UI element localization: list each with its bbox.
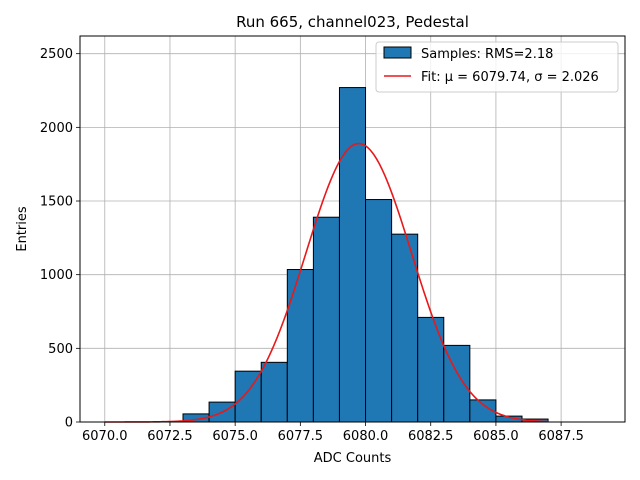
y-axis-label: Entries — [15, 206, 30, 252]
histogram-bar — [260, 361, 288, 423]
histogram-bar — [391, 233, 419, 423]
y-tick-label: 0 — [65, 416, 73, 431]
x-tick-label: 6075.0 — [212, 429, 258, 444]
histogram-bar — [312, 216, 340, 423]
histogram-bar — [338, 87, 367, 423]
fit-curve — [104, 142, 549, 423]
y-tick-label: 500 — [48, 342, 73, 357]
legend-label-fit: Fit: μ = 6079.74, σ = 2.026 — [421, 70, 599, 85]
legend-swatch-samples — [383, 46, 412, 59]
x-axis-ticks: 6070.0 6072.5 6075.0 6077.5 6080.0 6082.5 6085… — [82, 422, 584, 444]
legend-label-samples: Samples: RMS=2.18 — [421, 47, 553, 62]
x-tick-label: 6082.5 — [408, 429, 454, 444]
histogram-bar — [365, 199, 393, 423]
y-tick-label: 2500 — [40, 47, 73, 62]
y-tick-label: 2000 — [40, 121, 73, 136]
y-tick-label: 1500 — [40, 195, 73, 210]
histogram-bar — [443, 344, 471, 423]
x-tick-label: 6077.5 — [278, 429, 324, 444]
x-tick-label: 6080.0 — [343, 429, 389, 444]
histogram-bar — [286, 269, 314, 423]
histogram-bar — [417, 316, 445, 423]
x-tick-label: 6085.0 — [473, 429, 519, 444]
y-tick-label: 1000 — [40, 268, 73, 283]
x-axis-label: ADC Counts — [314, 451, 392, 466]
plot-frame — [79, 35, 626, 423]
x-tick-label: 6072.5 — [147, 429, 193, 444]
x-tick-label: 6087.5 — [538, 429, 584, 444]
legend: Samples: RMS=2.18 Fit: μ = 6079.74, σ = … — [375, 41, 619, 93]
fit-curve-layer — [104, 142, 549, 423]
x-tick-label: 6070.0 — [82, 429, 128, 444]
y-axis-ticks: 0 500 1000 1500 2000 2500 — [40, 47, 80, 431]
chart-title: Run 665, channel023, Pedestal — [236, 13, 469, 31]
legend-box — [375, 41, 619, 93]
